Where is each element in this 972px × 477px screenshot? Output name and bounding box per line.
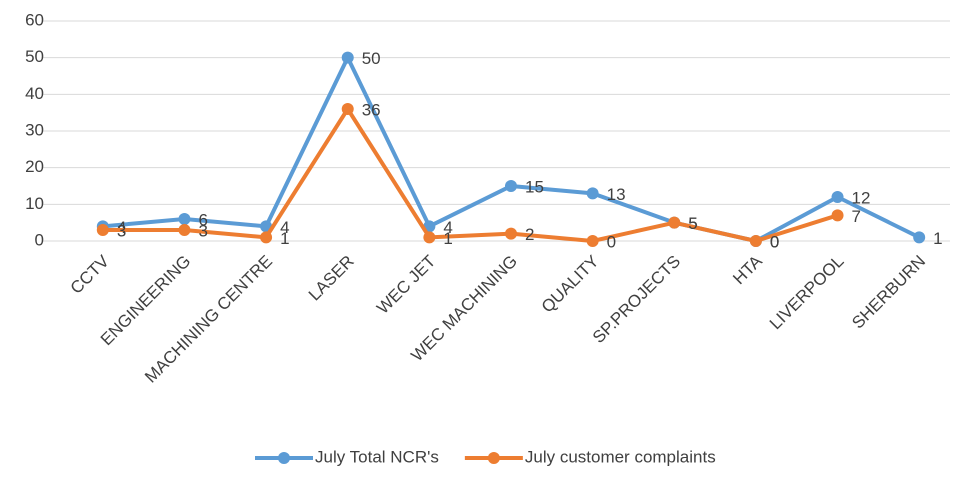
legend-item: July customer complaints: [464, 447, 716, 466]
series-line: [102, 107, 839, 243]
x-tick-label: SP.PROJECTS: [589, 252, 684, 347]
x-tick-label: LASER: [305, 252, 358, 305]
data-point: [178, 224, 191, 236]
x-tick-label: QUALITY: [538, 252, 603, 317]
data-point: [913, 231, 926, 244]
y-tick-label: 60: [25, 10, 44, 29]
data-point: [505, 227, 517, 240]
data-point: [668, 216, 681, 229]
x-tick-label: CCTV: [67, 251, 114, 298]
data-label: 12: [852, 188, 871, 207]
data-point: [586, 235, 599, 247]
data-point: [423, 231, 436, 244]
y-tick-label: 30: [25, 120, 44, 139]
data-point: [341, 51, 354, 64]
y-tick-label: 0: [35, 230, 44, 249]
legend-label: July customer complaints: [525, 447, 716, 466]
data-label: 1: [280, 229, 289, 248]
data-point: [96, 224, 109, 236]
data-label: 0: [770, 232, 779, 251]
x-tick-label: SHERBURN: [848, 252, 929, 333]
data-point: [505, 180, 517, 192]
x-tick-label: WEC JET: [373, 252, 439, 318]
data-point: [178, 213, 191, 225]
data-point: [831, 191, 844, 203]
x-tick-label: LIVERPOOL: [766, 252, 848, 334]
y-tick-label: 20: [25, 157, 44, 176]
data-label: 13: [607, 185, 626, 204]
y-tick-label: 40: [25, 84, 44, 103]
data-label: 3: [117, 221, 126, 240]
legend-label: July Total NCR's: [315, 447, 439, 466]
data-label: 6: [198, 210, 207, 229]
data-label: 5: [688, 214, 697, 233]
data-label: 7: [852, 207, 861, 226]
data-label: 4: [443, 218, 452, 237]
data-point: [341, 103, 354, 115]
data-point: [260, 231, 273, 244]
x-tick-label: HTA: [729, 251, 766, 288]
data-point: [831, 209, 844, 222]
legend-marker: [487, 452, 500, 464]
y-tick-label: 10: [25, 194, 44, 213]
data-label: 15: [525, 177, 544, 196]
data-label: 1: [443, 229, 452, 248]
data-point: [749, 235, 762, 247]
y-tick-label: 50: [25, 47, 44, 66]
data-label: 0: [607, 232, 616, 251]
data-label: 4: [117, 218, 126, 237]
data-label: 3: [198, 221, 207, 240]
legend-marker: [278, 452, 290, 464]
data-point: [586, 187, 599, 200]
data-label: 50: [362, 49, 381, 68]
data-label: 0: [770, 232, 779, 251]
data-label: 2: [525, 225, 534, 244]
data-label: 4: [280, 218, 289, 237]
data-label: 1: [933, 229, 942, 248]
data-label: 5: [688, 214, 697, 233]
series-line: [102, 55, 921, 243]
data-label: 36: [362, 100, 381, 119]
legend-item: July Total NCR's: [255, 447, 439, 466]
